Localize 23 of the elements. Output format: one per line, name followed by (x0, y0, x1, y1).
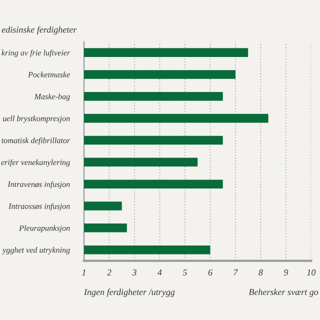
text: Behersker svært go (248, 288, 318, 297)
text: Ingen ferdigheter /utrygg (84, 288, 175, 297)
y-tick-label: Intravenøs infusjon (8, 181, 70, 189)
x-tick-label: 5 (182, 269, 187, 276)
y-tick-label: tomatisk defibrillator (2, 137, 70, 145)
x-tick-label: 6 (208, 269, 212, 276)
x-tick-label: 8 (258, 269, 263, 276)
x-tick-label: 3 (132, 269, 136, 276)
y-tick-label: uell brystkompresjon (3, 116, 70, 123)
x-tick-label: 4 (158, 269, 162, 276)
y-tick-label: erifer venekanylering (1, 159, 70, 167)
y-tick-label: kring av frie luftveier (2, 50, 70, 58)
y-tick-label: Intraossøs infusjon (8, 203, 70, 211)
x-tick-label: 1 (82, 269, 86, 276)
y-tick-label: Pocketmaske (28, 72, 70, 78)
x-tick-label: 10 (307, 269, 316, 276)
x-tick-label: 9 (284, 269, 288, 276)
chart-title: edisinske ferdigheter (2, 26, 77, 35)
y-tick-label: Maske-bag (34, 94, 70, 101)
x-tick-label: 7 (234, 269, 238, 276)
x-tick-label: 2 (106, 269, 112, 276)
y-tick-label: ygghet ved utrykning (2, 247, 70, 254)
y-tick-label: Pleurapunksjon (19, 225, 70, 232)
